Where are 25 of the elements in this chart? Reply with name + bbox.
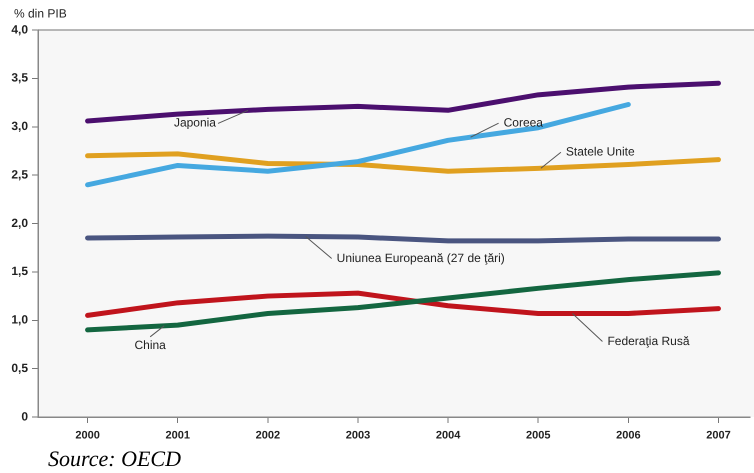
x-tick-label: 2004 bbox=[436, 430, 462, 442]
x-tick-label: 2006 bbox=[616, 430, 641, 442]
x-tick-label: 2002 bbox=[256, 430, 280, 442]
x-tick-label: 2000 bbox=[75, 430, 100, 442]
series-label: China bbox=[134, 338, 166, 352]
y-axis-title: % din PIB bbox=[14, 6, 67, 20]
x-tick-label: 2003 bbox=[346, 430, 370, 442]
y-tick-label: 4,0 bbox=[11, 22, 28, 36]
series-label: Statele Unite bbox=[566, 144, 635, 159]
y-tick-label: 2,0 bbox=[11, 216, 28, 230]
series-label: Coreea bbox=[504, 115, 544, 130]
y-tick-label: 0,5 bbox=[11, 360, 28, 375]
x-tick-label: 2001 bbox=[165, 430, 190, 442]
y-tick-label: 2,5 bbox=[11, 167, 28, 182]
y-tick-label: 3,5 bbox=[11, 70, 28, 85]
y-tick-label: 0 bbox=[21, 409, 28, 424]
y-tick-label: 1,0 bbox=[11, 312, 28, 327]
series-label: Federaţia Rusă bbox=[607, 334, 690, 348]
y-tick-label: 1,5 bbox=[11, 264, 28, 278]
source-note: Source: OECD bbox=[48, 446, 182, 471]
y-tick-label: 3,0 bbox=[11, 119, 28, 134]
series-label: Japonia bbox=[174, 116, 216, 130]
x-tick-label: 2007 bbox=[706, 430, 731, 442]
series-label: Uniunea Europeană (27 de ţări) bbox=[336, 250, 505, 265]
x-tick-label: 2005 bbox=[526, 430, 550, 442]
